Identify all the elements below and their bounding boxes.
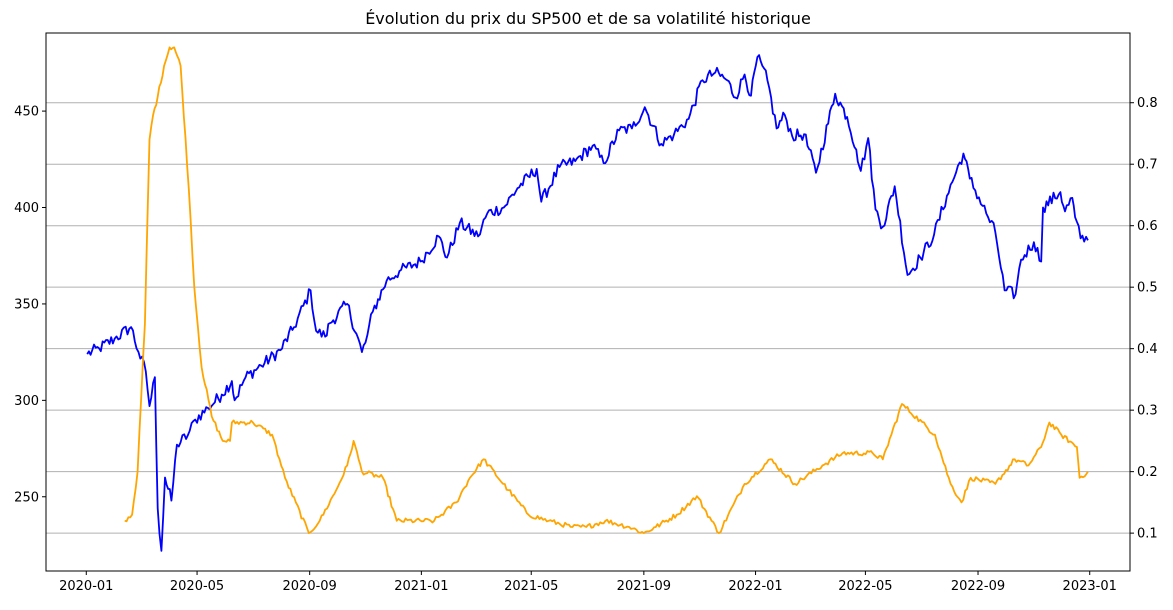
chart-title: Évolution du prix du SP500 et de sa vola… bbox=[365, 9, 811, 28]
y-left-tick-label: 300 bbox=[14, 394, 39, 409]
series-line-1 bbox=[124, 46, 1089, 534]
x-tick-label: 2021-05 bbox=[504, 579, 558, 594]
x-tick-label: 2022-01 bbox=[728, 579, 782, 594]
x-tick-label: 2022-09 bbox=[951, 579, 1005, 594]
series-line-0 bbox=[86, 54, 1089, 552]
x-tick-label: 2021-01 bbox=[394, 579, 448, 594]
y-right-tick-label: 0.7 bbox=[1137, 158, 1158, 173]
y-right-tick-label: 0.1 bbox=[1137, 527, 1158, 542]
y-right-tick-label: 0.3 bbox=[1137, 404, 1158, 419]
x-tick-label: 2020-01 bbox=[59, 579, 113, 594]
y-right-tick-label: 0.2 bbox=[1137, 465, 1158, 480]
y-right-tick-label: 0.5 bbox=[1137, 281, 1158, 296]
x-tick-label: 2020-09 bbox=[283, 579, 337, 594]
plot-frame bbox=[45, 32, 1131, 572]
y-left-tick-label: 450 bbox=[14, 105, 39, 120]
y-right-tick-label: 0.6 bbox=[1137, 219, 1158, 234]
y-left-tick-label: 250 bbox=[14, 490, 39, 505]
y-right-tick-label: 0.8 bbox=[1137, 96, 1158, 111]
x-tick-label: 2021-09 bbox=[617, 579, 671, 594]
x-tick-label: 2023-01 bbox=[1063, 579, 1117, 594]
y-right-tick-label: 0.4 bbox=[1137, 342, 1158, 357]
x-tick-label: 2020-05 bbox=[170, 579, 224, 594]
y-left-tick-label: 400 bbox=[14, 201, 39, 216]
x-tick-label: 2022-05 bbox=[838, 579, 892, 594]
y-left-tick-label: 350 bbox=[14, 297, 39, 312]
